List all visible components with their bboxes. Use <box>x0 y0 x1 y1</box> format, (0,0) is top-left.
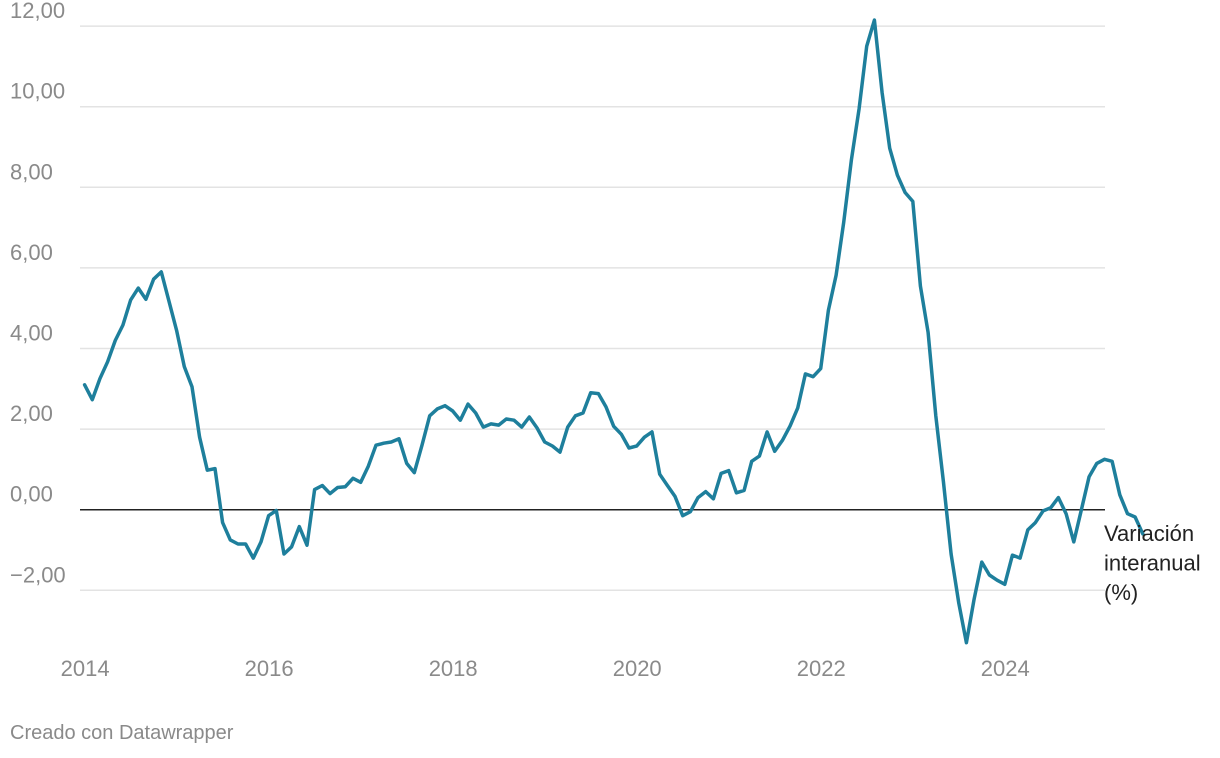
series-label: Variación interanual (%) <box>1104 521 1201 605</box>
series-layer <box>82 18 1145 645</box>
x-tick-label: 2016 <box>245 656 294 681</box>
x-tick-label: 2020 <box>613 656 662 681</box>
y-tick-label: 12,00 <box>10 0 65 23</box>
datawrapper-credit: Creado con Datawrapper <box>10 722 234 744</box>
series-label-line: Variación <box>1104 521 1194 546</box>
grid-layer <box>80 25 1105 592</box>
series-label-line: (%) <box>1104 580 1138 605</box>
x-axis-tick-labels: 2014 2016 2018 2020 2022 2024 <box>61 656 1030 681</box>
series-label-line: interanual <box>1104 551 1201 576</box>
y-tick-label: 6,00 <box>10 240 53 265</box>
x-tick-label: 2024 <box>981 656 1030 681</box>
y-tick-label: 4,00 <box>10 321 53 346</box>
y-tick-label: 2,00 <box>10 401 53 426</box>
line-chart: −2,00 0,00 2,00 4,00 6,00 8,00 10,00 12,00 2014… <box>10 0 1201 681</box>
series-line <box>82 18 1145 645</box>
y-tick-label: 8,00 <box>10 159 53 184</box>
y-axis-tick-labels: −2,00 0,00 2,00 4,00 6,00 8,00 10,00 12,00 <box>10 0 66 587</box>
x-tick-label: 2018 <box>429 656 478 681</box>
x-tick-label: 2022 <box>797 656 846 681</box>
y-tick-label: −2,00 <box>10 562 66 587</box>
y-tick-label: 10,00 <box>10 79 65 104</box>
y-tick-label: 0,00 <box>10 482 53 507</box>
x-tick-label: 2014 <box>61 656 110 681</box>
